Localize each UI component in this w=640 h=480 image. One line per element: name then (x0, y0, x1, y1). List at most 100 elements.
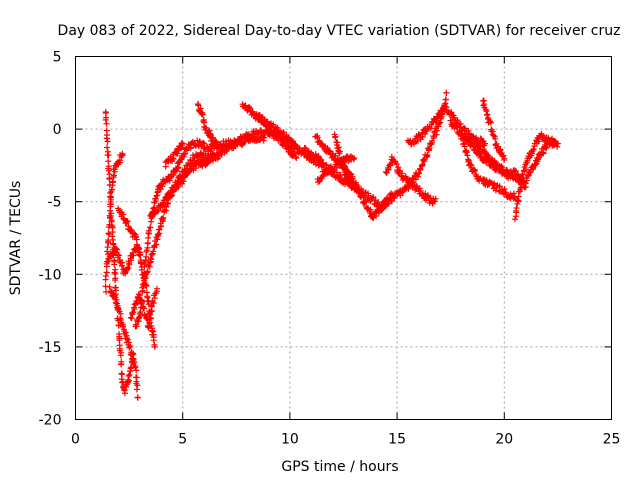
data-point (185, 141, 192, 148)
data-point (417, 187, 424, 194)
data-point (116, 337, 123, 344)
data-point (454, 117, 461, 124)
chart-title: Day 083 of 2022, Sidereal Day-to-day VTE… (58, 23, 621, 39)
data-point (117, 352, 124, 359)
data-point (132, 363, 139, 370)
data-point (510, 190, 517, 197)
x-tick-label: 25 (603, 432, 621, 448)
data-point (346, 177, 353, 184)
data-point (118, 361, 125, 368)
data-point (105, 238, 112, 245)
data-point (359, 192, 366, 199)
data-point (337, 172, 344, 179)
y-tick-label: -10 (39, 267, 62, 283)
data-point (179, 140, 186, 147)
data-point (412, 186, 419, 193)
data-point (180, 178, 187, 185)
data-point (540, 149, 547, 156)
data-point (135, 315, 142, 322)
data-point (128, 349, 135, 356)
data-point (138, 259, 145, 266)
data-point (137, 304, 144, 311)
data-point (111, 269, 118, 276)
data-point (148, 251, 155, 258)
data-point (199, 163, 206, 170)
data-point (370, 194, 377, 201)
data-point (146, 317, 153, 324)
axis-ticks (75, 56, 612, 420)
data-point (342, 164, 349, 171)
data-point (145, 322, 152, 329)
tick-labels: 0 5 10 15 20 25 5 0 -5 -10 -15 -20 (39, 50, 621, 448)
data-point (519, 171, 526, 178)
data-point (447, 117, 454, 124)
data-point (175, 183, 182, 190)
data-point (210, 157, 217, 164)
data-point (393, 161, 400, 168)
data-point (197, 138, 204, 145)
data-point (443, 89, 450, 96)
data-point (212, 138, 219, 145)
data-point (116, 252, 123, 259)
data-point (338, 157, 345, 164)
data-point (414, 173, 421, 180)
data-point (482, 140, 489, 147)
data-point (543, 144, 550, 151)
data-point (149, 328, 156, 335)
data-point (150, 299, 157, 306)
data-point (136, 249, 143, 256)
data-point (159, 183, 166, 190)
x-axis-label: GPS time / hours (281, 459, 398, 475)
data-point (103, 288, 110, 295)
data-point (169, 192, 176, 199)
data-point (106, 283, 113, 290)
data-point (351, 155, 358, 162)
data-point (487, 119, 494, 126)
data-point (448, 109, 455, 116)
data-point (199, 111, 206, 118)
data-point (146, 259, 153, 266)
plot-frame (75, 56, 612, 420)
data-point (362, 198, 369, 205)
data-point (112, 299, 119, 306)
data-point (106, 175, 113, 182)
data-point (513, 205, 520, 212)
data-point (454, 123, 461, 130)
data-point (387, 162, 394, 169)
data-point (503, 167, 510, 174)
data-point (107, 196, 114, 203)
data-point (156, 226, 163, 233)
data-point (389, 191, 396, 198)
data-point (103, 135, 110, 142)
data-point (133, 323, 140, 330)
data-point (433, 117, 440, 124)
data-point (135, 244, 142, 251)
data-point (399, 189, 406, 196)
data-point (292, 153, 299, 160)
data-point (511, 216, 518, 223)
data-point (134, 394, 141, 401)
data-point (130, 252, 137, 259)
data-point (102, 272, 109, 279)
data-point (111, 261, 118, 268)
data-point (104, 244, 111, 251)
data-point (249, 108, 256, 115)
data-point (187, 145, 194, 152)
data-point (122, 329, 129, 336)
data-point (105, 230, 112, 237)
data-point (320, 161, 327, 168)
data-point (103, 269, 110, 276)
data-point (102, 108, 109, 115)
data-point (492, 135, 499, 142)
data-point (200, 139, 207, 146)
data-point (104, 138, 111, 145)
data-point (124, 218, 131, 225)
data-point (507, 168, 514, 175)
data-point (285, 144, 292, 151)
data-point (388, 153, 395, 160)
data-point (105, 167, 112, 174)
data-point (349, 184, 356, 191)
data-point (133, 367, 140, 374)
data-point (259, 114, 266, 121)
